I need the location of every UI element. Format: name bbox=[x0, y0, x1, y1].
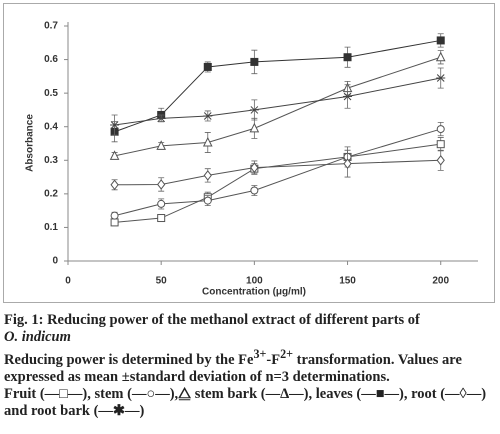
y-tick-label: 0.7 bbox=[44, 21, 58, 32]
marker bbox=[203, 196, 212, 205]
marker bbox=[110, 218, 119, 227]
legend-text: Fruit (—□—), stem (—○—),⧋ stem bark (—Δ—… bbox=[4, 385, 487, 419]
marker bbox=[157, 214, 166, 223]
chart: Absorbance Concentration (μg/ml) 0 0.1 0.2… bbox=[25, 21, 478, 298]
marker bbox=[343, 92, 353, 101]
figure-title: Fig. 1: Reducing power of the methanol e… bbox=[4, 312, 420, 328]
series-line bbox=[114, 56, 441, 157]
marker bbox=[436, 125, 445, 134]
x-tick-label: 50 bbox=[156, 276, 168, 287]
marker bbox=[436, 140, 445, 149]
marker bbox=[250, 162, 259, 173]
marker bbox=[203, 62, 212, 71]
series-line bbox=[114, 143, 441, 223]
chart-frame bbox=[3, 3, 495, 303]
marker bbox=[343, 53, 352, 62]
marker bbox=[250, 186, 259, 195]
y-tick-label: 0.4 bbox=[44, 121, 58, 132]
y-tick-label: 0.3 bbox=[44, 155, 58, 166]
marker bbox=[203, 170, 212, 181]
marker bbox=[110, 211, 119, 220]
marker bbox=[156, 114, 166, 123]
marker bbox=[203, 112, 213, 120]
marker bbox=[436, 36, 445, 45]
marker bbox=[343, 158, 352, 169]
y-tick-label: 0.5 bbox=[44, 88, 58, 99]
marker bbox=[250, 57, 259, 66]
x-tick-label: 0 bbox=[65, 276, 71, 287]
x-axis-label: Concentration (μg/ml) bbox=[202, 287, 306, 298]
marker bbox=[110, 179, 119, 191]
marker bbox=[249, 106, 259, 114]
y-tick-label: 0 bbox=[52, 256, 58, 267]
note: Reducing power is determined by the Fe3+… bbox=[4, 346, 498, 386]
marker bbox=[109, 150, 120, 160]
species: O. indicum bbox=[4, 329, 71, 345]
note-text: -F bbox=[266, 351, 281, 368]
series-line bbox=[114, 159, 441, 186]
marker bbox=[110, 121, 120, 129]
note-text: transformation. Values are expressed as … bbox=[4, 351, 462, 385]
marker bbox=[436, 74, 446, 82]
y-tick-label: 0.2 bbox=[44, 188, 58, 199]
y-tick-label: 0.1 bbox=[44, 222, 58, 233]
x-tick-label: 150 bbox=[339, 276, 356, 287]
series-line bbox=[114, 128, 441, 217]
marker bbox=[157, 179, 166, 190]
note-sup: 2+ bbox=[280, 347, 293, 361]
marker bbox=[435, 51, 446, 62]
y-tick-label: 0.6 bbox=[44, 54, 58, 65]
x-tick-label: 200 bbox=[432, 276, 449, 287]
marker bbox=[156, 140, 166, 150]
y-axis-label: Absorbance bbox=[25, 114, 36, 172]
marker bbox=[157, 199, 166, 208]
marker bbox=[436, 154, 445, 166]
x-tick-label: 100 bbox=[246, 276, 263, 287]
series-line bbox=[114, 77, 441, 126]
series-line bbox=[114, 39, 441, 133]
caption: Fig. 1: Reducing power of the methanol e… bbox=[4, 312, 498, 420]
marker bbox=[202, 136, 213, 147]
note-text: Reducing power is determined by the Fe bbox=[4, 351, 254, 368]
marker bbox=[249, 122, 260, 133]
note-sup: 3+ bbox=[253, 347, 267, 361]
